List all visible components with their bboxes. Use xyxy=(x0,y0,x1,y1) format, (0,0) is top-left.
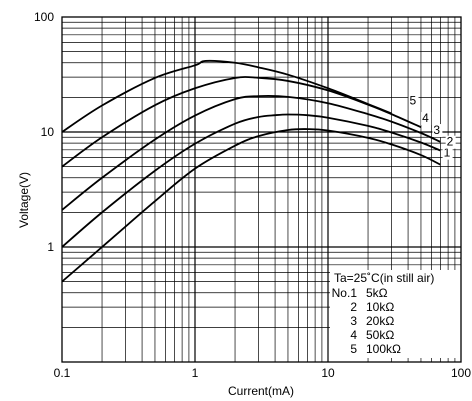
curve-1 xyxy=(61,128,441,283)
x-tick-label: 100 xyxy=(451,366,471,380)
legend-row-5-value: 100kΩ xyxy=(366,342,401,356)
curve-2-label: 2 xyxy=(447,135,454,149)
legend-title: Ta=25˚C(in still air) xyxy=(334,271,434,285)
plot-frame xyxy=(61,16,462,363)
legend-row-2-value: 10kΩ xyxy=(366,300,394,314)
curve-4-label-bg xyxy=(421,112,432,126)
curve-3-label: 3 xyxy=(433,123,440,137)
legend-row-3-value: 20kΩ xyxy=(366,314,394,328)
y-tick-label: 1 xyxy=(47,240,54,254)
curve-5-label-bg xyxy=(408,94,419,108)
legend-row-5-no: 5 xyxy=(350,342,357,356)
x-axis-label: Current(mA) xyxy=(228,384,294,398)
curve-3-label-bg xyxy=(432,124,443,138)
x-tick-label: 10 xyxy=(321,366,335,380)
curve-1-label: 1 xyxy=(444,146,451,160)
legend-row-1-no: No.1 xyxy=(332,286,358,300)
legend-row-4-no: 4 xyxy=(350,328,357,342)
curve-5 xyxy=(61,59,392,133)
x-tick-label: 0.1 xyxy=(54,366,71,380)
y-axis-label: Voltage(V) xyxy=(17,172,31,228)
y-tick-label: 100 xyxy=(34,10,54,24)
x-tick-label: 1 xyxy=(192,366,199,380)
curve-2-label-bg xyxy=(445,135,456,149)
y-tick-label: 10 xyxy=(41,125,55,139)
legend-row-2-no: 2 xyxy=(350,300,357,314)
curve-4-label: 4 xyxy=(422,111,429,125)
curve-5-label: 5 xyxy=(410,94,417,108)
curve-2 xyxy=(61,113,441,248)
legend-row-1-value: 5kΩ xyxy=(366,286,388,300)
curves xyxy=(61,59,441,283)
curve-3 xyxy=(61,95,441,211)
legend-row-3-no: 3 xyxy=(350,314,357,328)
legend-box xyxy=(330,270,462,358)
legend: Ta=25˚C(in still air) No.1 5kΩ 2 10kΩ 3 … xyxy=(330,270,462,358)
legend-row-4-value: 50kΩ xyxy=(366,328,394,342)
curve-1-label-bg xyxy=(442,146,453,160)
tick-labels: 0.1 1 10 100 100 10 1 xyxy=(34,10,471,380)
